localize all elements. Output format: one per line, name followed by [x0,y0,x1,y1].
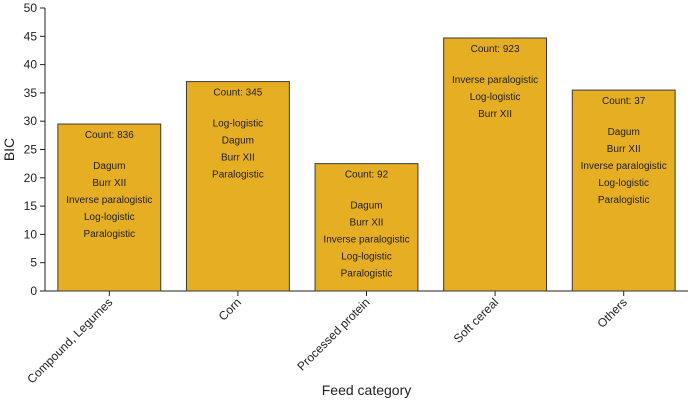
bar-distribution-label: Inverse paralogistic [581,161,667,172]
bar-count-label: Count: 92 [345,170,389,181]
y-tick-label: 50 [24,1,38,15]
bar-distribution-label: Burr XII [221,153,255,164]
bar-distribution-label: Inverse paralogistic [323,235,409,246]
bar-count-label: Count: 923 [471,44,520,55]
x-axis-title: Feed category [322,382,412,398]
bar-distribution-label: Log-logistic [84,212,135,223]
x-tick-label: Others [594,295,629,330]
bar-distribution-label: Inverse paralogistic [66,195,152,206]
bar-distribution-label: Log-logistic [213,119,264,130]
y-tick-label: 45 [24,29,38,43]
bar-distribution-label: Dagum [222,136,254,147]
bar-distribution-label: Dagum [93,161,125,172]
bar-distribution-label: Log-logistic [341,252,392,263]
bar-distribution-label: Dagum [350,201,382,212]
bar-count-label: Count: 345 [213,88,262,99]
y-axis: 0 5 10 15 20 25 30 35 40 45 50 [24,1,46,298]
bar-count-label: Count: 37 [602,96,646,107]
bar-distribution-label: Burr XII [92,178,126,189]
y-tick-label: 20 [24,171,38,185]
x-tick-label: Soft cereal [451,295,501,345]
bar-distribution-label: Log-logistic [598,178,649,189]
bar-3 [314,163,419,292]
bar-distribution-label: Dagum [608,127,640,138]
bar-distribution-label: Burr XII [350,218,384,229]
y-tick-label: 0 [30,284,37,298]
x-tick-label: Compound, Legumes [24,295,115,386]
bar-1 [57,123,162,292]
bar-distribution-label: Paralogistic [212,170,264,181]
y-tick-label: 30 [24,114,38,128]
bar-distribution-label: Burr XII [478,109,512,120]
bar-distribution-label: Paralogistic [341,269,393,280]
y-tick-label: 35 [24,86,38,100]
y-tick-label: 10 [24,227,38,241]
bar-count-label: Count: 836 [85,130,134,141]
bar-5 [571,89,676,292]
y-axis-title: BIC [1,138,17,161]
y-tick-label: 40 [24,58,38,72]
bar-distribution-label: Inverse paralogistic [452,75,538,86]
y-tick-label: 25 [24,143,38,157]
bar-annotations: Count: 836 Dagum Burr XII Inverse paralogis… [66,44,667,280]
x-tick-label: Processed protein [294,295,372,373]
x-tick-label: Corn [216,295,244,323]
bar-distribution-label: Log-logistic [470,92,521,103]
x-axis: Compound, Legumes Corn Processed protein So… [24,290,688,386]
bars [57,37,676,292]
bar-distribution-label: Paralogistic [598,195,650,206]
bar-distribution-label: Burr XII [607,144,641,155]
y-tick-label: 15 [24,199,38,213]
y-tick-label: 5 [30,256,37,270]
bar-4 [443,37,548,292]
bar-2 [185,81,290,292]
bar-distribution-label: Paralogistic [83,229,135,240]
